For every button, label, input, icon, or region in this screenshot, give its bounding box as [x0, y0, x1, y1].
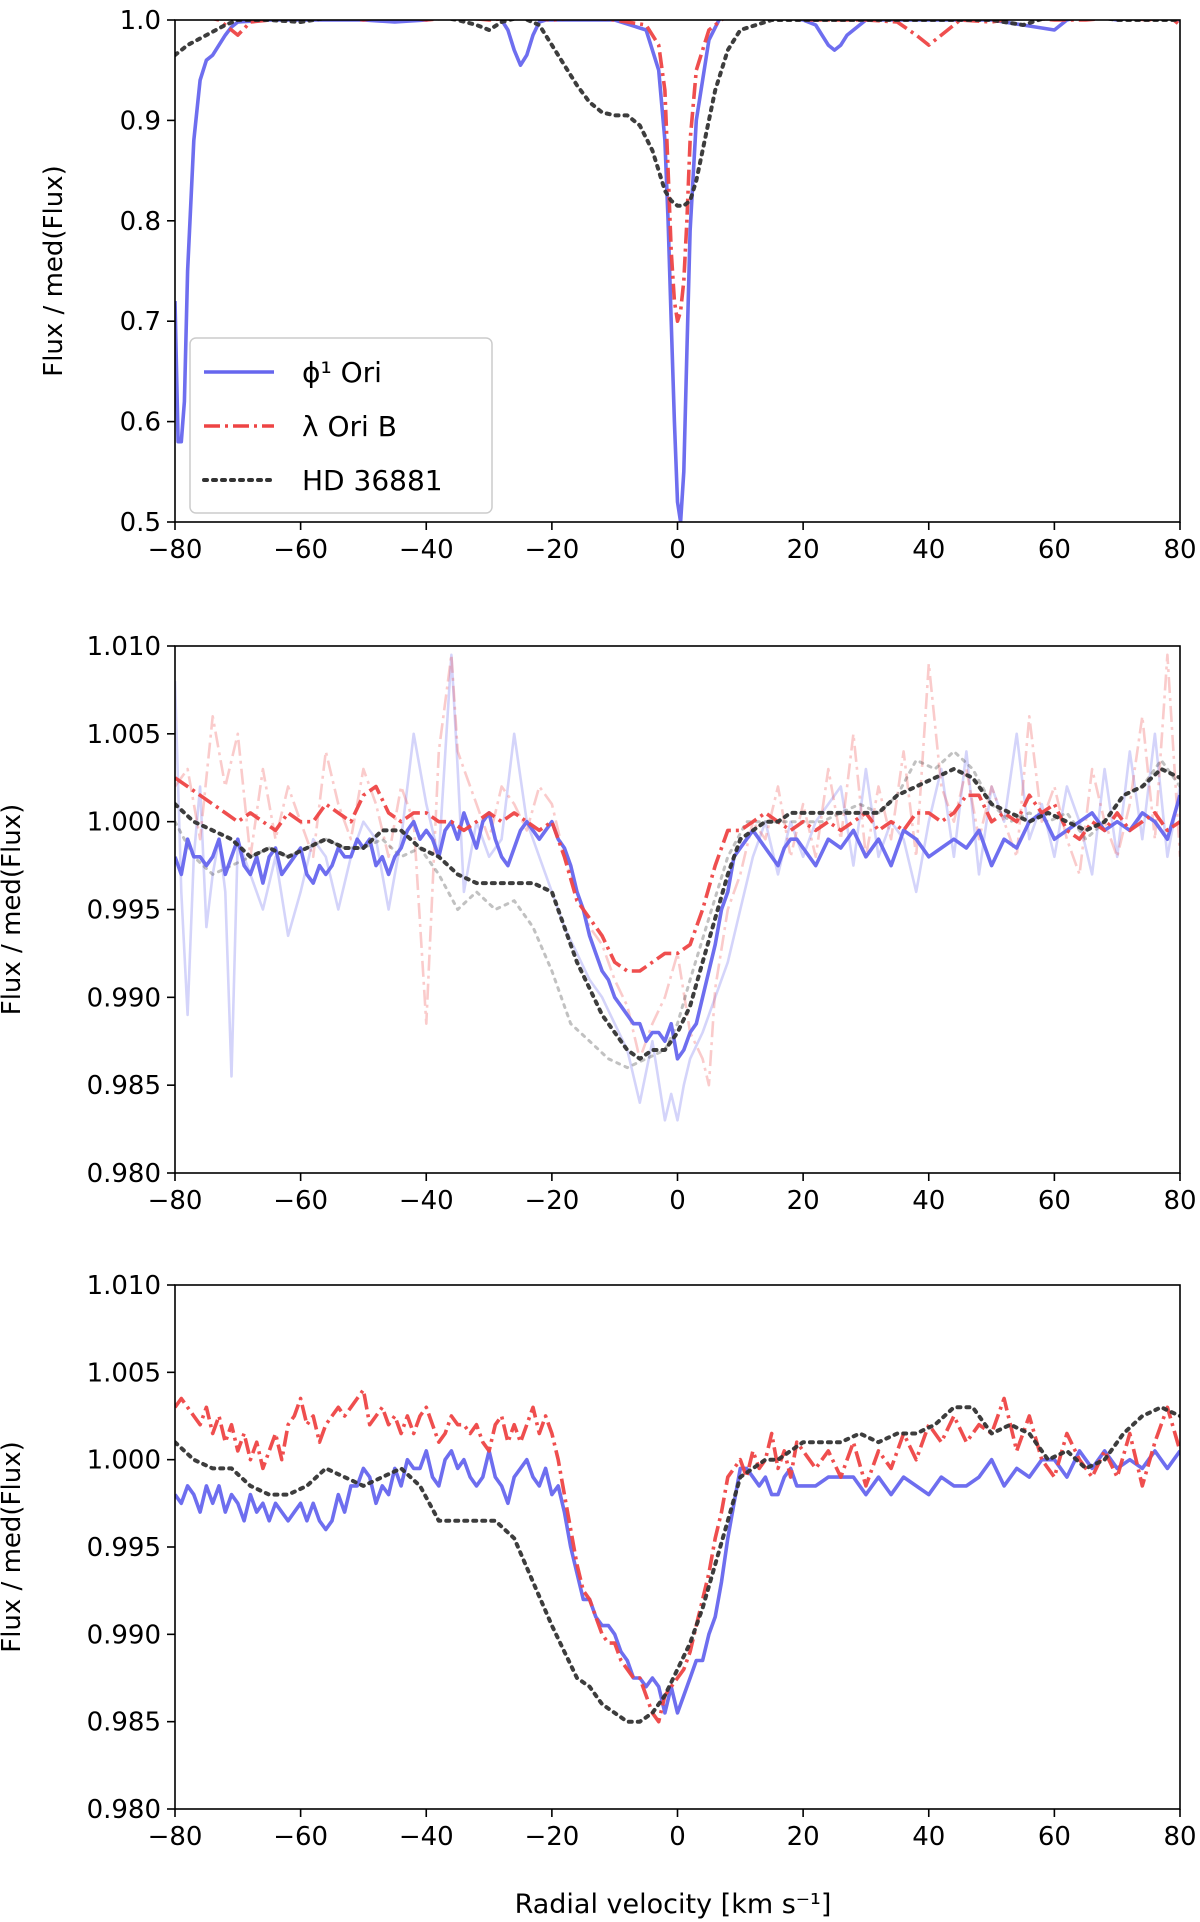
- y-tick-label: 0.980: [87, 1159, 161, 1189]
- lambda-ori-b-line: [175, 776, 1180, 973]
- legend-entry-lambda-ori-b-label: λ Ori B: [302, 410, 397, 443]
- x-tick-label: −40: [399, 1186, 454, 1216]
- x-tick-label: −40: [399, 535, 454, 565]
- phi1-ori-line: [175, 1449, 1180, 1715]
- y-tick-label: 1.000: [87, 1446, 161, 1476]
- x-tick-label: 40: [912, 535, 945, 565]
- hd36881-line: [175, 1405, 1180, 1724]
- y-tick-label: 1.010: [87, 632, 161, 662]
- panel-3: −80 −60 −40 −20 0 20 40 60 80 0.980 0.985 0.990 0.99…: [0, 1271, 1197, 1852]
- y-tick-label: 0.985: [87, 1071, 161, 1101]
- legend-entry-phi1-ori-label: ϕ¹ Ori: [302, 356, 382, 389]
- x-tick-label: −80: [148, 1186, 203, 1216]
- x-tick-label: 60: [1038, 535, 1071, 565]
- phi1-ori-line: [175, 20, 1180, 522]
- panel-2: −80 −60 −40 −20 0 20 40 60 80 0.980 0.985 0.990 0.99…: [0, 632, 1197, 1216]
- y-tick-label: 0.995: [87, 1533, 161, 1563]
- y-tick-label: 1.010: [87, 1271, 161, 1301]
- y-tick-label: 0.6: [120, 408, 161, 438]
- x-tick-label: 20: [787, 1186, 820, 1216]
- y-tick-label: 0.7: [120, 307, 161, 337]
- y-tick-label: 0.990: [87, 983, 161, 1013]
- y-tick-label: 0.985: [87, 1708, 161, 1738]
- series-group: [175, 20, 1180, 522]
- x-tick-label: −80: [148, 535, 203, 565]
- legend-box: [189, 337, 493, 514]
- x-tick-label: −40: [399, 1822, 454, 1852]
- series-group: [175, 653, 1180, 1122]
- hd36881-line: [175, 767, 1180, 1061]
- x-axis-label: Radial velocity [km s⁻¹]: [515, 1889, 832, 1920]
- y-tick-label: 0.990: [87, 1620, 161, 1650]
- y-axis-label: Flux / med(Flux): [0, 804, 27, 1016]
- legend: ϕ¹ Ori λ Ori B HD 36881: [189, 337, 493, 514]
- x-tick-label: 0: [669, 1822, 686, 1852]
- y-axis-label: Flux / med(Flux): [0, 1441, 27, 1653]
- x-tick-label: −20: [524, 535, 579, 565]
- y-tick-label: 1.005: [87, 1358, 161, 1388]
- x-tick-label: −60: [273, 1822, 328, 1852]
- x-tick-label: 60: [1038, 1822, 1071, 1852]
- x-tick-label: 20: [787, 1822, 820, 1852]
- x-tick-label: −20: [524, 1186, 579, 1216]
- x-tick-label: −80: [148, 1822, 203, 1852]
- y-tick-label: 1.005: [87, 720, 161, 750]
- x-tick-label: 40: [912, 1186, 945, 1216]
- y-tick-label: 1.000: [87, 808, 161, 838]
- legend-entry-hd36881-label: HD 36881: [302, 464, 443, 497]
- y-tick-label: 0.995: [87, 896, 161, 926]
- hd36881-line: [175, 20, 1180, 208]
- x-tick-label: −20: [524, 1822, 579, 1852]
- x-tick-label: 0: [669, 535, 686, 565]
- x-tick-label: 80: [1163, 1186, 1196, 1216]
- lambda-ori-b-line: [211, 20, 1180, 324]
- x-tick-label: −60: [273, 535, 328, 565]
- x-tick-label: 40: [912, 1822, 945, 1852]
- x-tick-label: −60: [273, 1186, 328, 1216]
- x-tick-label: 80: [1163, 535, 1196, 565]
- y-tick-label: 0.8: [120, 207, 161, 237]
- y-tick-label: 0.980: [87, 1795, 161, 1825]
- x-tick-label: 20: [787, 535, 820, 565]
- phi1-ori-raw-line: [175, 653, 1180, 1122]
- y-tick-label: 1.0: [120, 6, 161, 36]
- panel-1: −80 −60 −40 −20 0 20 40 60 80 0.5 0.6 0.7 0.8 0.9 1.0 F…: [39, 6, 1197, 565]
- y-tick-label: 0.9: [120, 106, 161, 136]
- x-tick-label: 80: [1163, 1822, 1196, 1852]
- y-axis-label: Flux / med(Flux): [39, 165, 69, 377]
- series-group: [175, 1388, 1180, 1724]
- lambda-ori-b-raw-line: [175, 653, 1180, 1087]
- x-tick-label: 0: [669, 1186, 686, 1216]
- y-tick-label: 0.5: [120, 508, 161, 538]
- x-tick-label: 60: [1038, 1186, 1071, 1216]
